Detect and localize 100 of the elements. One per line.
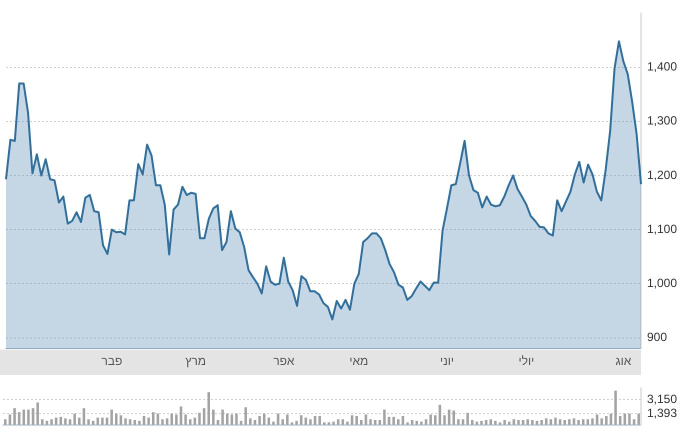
bar [207, 392, 210, 425]
bar [429, 414, 432, 425]
bar [605, 416, 608, 425]
bar [512, 419, 516, 425]
bar [230, 414, 234, 425]
bar [517, 420, 520, 425]
bar [156, 414, 160, 425]
bar [258, 416, 261, 425]
bar [110, 410, 113, 425]
bar [628, 414, 631, 425]
y-tick-label: 1,393 [647, 406, 678, 420]
bar [4, 419, 7, 425]
bar [350, 415, 354, 425]
bar [420, 422, 423, 425]
x-tick-label: פבר [101, 354, 122, 368]
bar [304, 418, 308, 425]
bar [568, 419, 571, 425]
bar [22, 410, 26, 425]
x-tick-label: מרץ [185, 354, 206, 368]
bar [600, 418, 603, 425]
bar [27, 410, 30, 425]
bar [364, 414, 368, 425]
y-tick-label: 1,200 [647, 168, 678, 182]
bar [142, 416, 146, 425]
bar [550, 419, 552, 425]
bar [124, 418, 127, 425]
bar [558, 419, 562, 425]
bar [336, 419, 340, 425]
bar [424, 419, 428, 425]
x-tick-label: אפר [273, 354, 295, 368]
bar [286, 414, 289, 425]
bar [249, 418, 252, 425]
bar [170, 414, 174, 425]
bar [120, 415, 122, 425]
bar [254, 420, 256, 425]
bar [184, 414, 187, 425]
y-tick-label: 900 [647, 330, 668, 344]
bar [166, 418, 168, 425]
bar [637, 414, 640, 425]
bar [466, 412, 469, 425]
bar [114, 414, 118, 425]
y-tick-label: 1,000 [647, 276, 678, 290]
x-tick-label: יולי [518, 354, 534, 368]
bar [484, 420, 488, 425]
bar [128, 419, 132, 425]
bar [462, 419, 464, 425]
bar [276, 414, 280, 425]
y-tick-label: 1,300 [647, 114, 678, 128]
bar [586, 419, 590, 425]
bar [54, 418, 58, 425]
bar [318, 416, 321, 425]
bar [235, 414, 238, 425]
bar [355, 416, 358, 425]
bar [314, 416, 316, 425]
bar [346, 422, 349, 425]
bar [470, 420, 474, 425]
y-tick-label: 3,150 [647, 392, 678, 406]
bar [161, 419, 164, 425]
bar [194, 418, 196, 425]
bar [392, 416, 395, 425]
bar [383, 410, 386, 425]
bar [402, 416, 404, 425]
bar [188, 419, 192, 425]
bar [476, 422, 478, 425]
bar [624, 414, 626, 425]
x-tick-label: אוג [615, 354, 632, 368]
bar [216, 420, 220, 425]
bar [531, 420, 534, 425]
bar [526, 419, 530, 425]
bar [410, 420, 414, 425]
bar [342, 419, 344, 425]
bar [244, 407, 247, 425]
bar [87, 419, 90, 425]
bar [540, 420, 543, 425]
bar [378, 420, 382, 425]
bar [221, 410, 224, 425]
bar [369, 419, 372, 425]
bar [480, 420, 483, 425]
bar [522, 420, 524, 425]
bar [452, 410, 456, 425]
bar [78, 418, 81, 425]
bar [13, 408, 16, 425]
bar [443, 415, 446, 425]
bar [96, 418, 100, 425]
bar [202, 408, 206, 425]
bar [572, 418, 576, 425]
bar [563, 420, 566, 425]
bar [618, 416, 622, 425]
bar [614, 390, 617, 425]
y-tick-label: 1,400 [647, 60, 678, 74]
bar [41, 419, 44, 425]
bar [503, 420, 506, 425]
bar [489, 419, 492, 425]
bar [508, 422, 511, 425]
bar [374, 420, 376, 425]
bar [50, 419, 53, 425]
bar [610, 414, 612, 425]
bar [582, 419, 584, 425]
bar [175, 414, 178, 425]
bar [272, 422, 275, 425]
